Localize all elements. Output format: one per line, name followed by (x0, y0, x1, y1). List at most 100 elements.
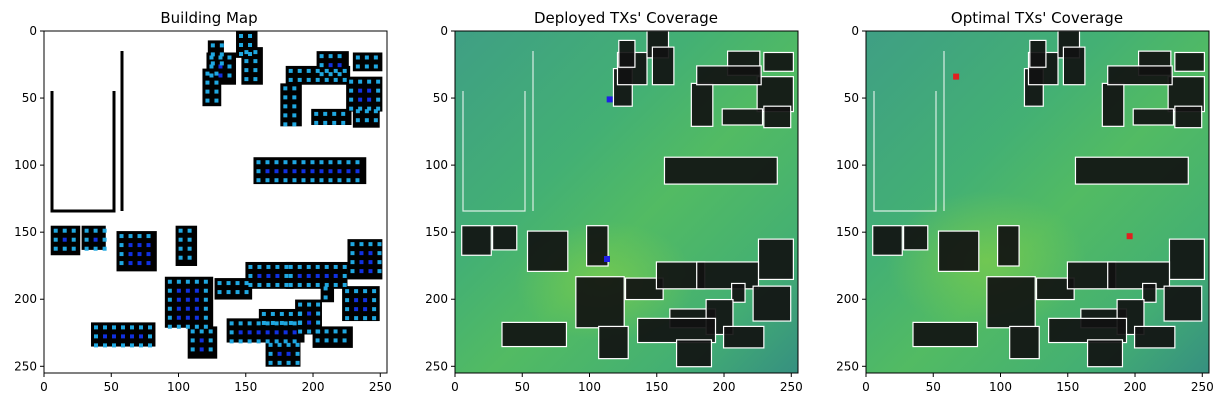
tx-candidate-point (324, 329, 329, 334)
tx-candidate-point (372, 289, 377, 294)
tx-candidate-point (292, 321, 297, 326)
building (598, 325, 629, 360)
tx-candidate-point (71, 246, 76, 251)
tx-candidate-point (253, 59, 258, 64)
tx-candidate-point (53, 246, 58, 251)
tx-candidate-point (111, 343, 116, 348)
tx-candidate-point (229, 330, 234, 335)
tx-candidate-point (277, 342, 282, 347)
building (462, 51, 534, 212)
tx-candidate-point (248, 264, 253, 269)
building (461, 225, 492, 256)
tx-candidate-point (146, 234, 151, 239)
tx-candidate-point (332, 111, 337, 116)
tx-candidate-point (284, 282, 289, 287)
building (731, 282, 746, 303)
tx-candidate-point (277, 360, 282, 365)
tx-candidate-point (205, 98, 210, 103)
tx-candidate-point (194, 324, 199, 329)
tx-candidate-point (333, 264, 338, 269)
tx-candidate-point (283, 321, 288, 326)
tx-candidate-point (270, 311, 275, 316)
tx-candidate-point (324, 264, 329, 269)
plot-frame (865, 30, 1210, 374)
panel-title: Optimal TXs' Coverage (951, 9, 1123, 27)
tx-candidate-point (346, 169, 351, 174)
tx-candidate-point (337, 72, 342, 77)
tx-candidate-point (316, 302, 321, 307)
tx-candidate-point (342, 77, 347, 82)
x-tick-label: 50 (104, 380, 119, 394)
tx-candidate-point (274, 321, 279, 326)
tx-candidate-point (350, 269, 355, 274)
tx-candidate-point (226, 290, 231, 295)
tx-candidate-point (214, 98, 219, 103)
tx-candidate-point (292, 160, 297, 165)
tx-candidate-point (358, 79, 363, 84)
coverage-hotspot (886, 191, 1086, 331)
tx-candidate-point (310, 178, 315, 183)
tx-candidate-point (147, 334, 152, 339)
tx-candidate-point (286, 360, 291, 365)
tx-candidate-point (194, 297, 199, 302)
tx-candidate-point (333, 68, 338, 73)
tx-candidate-point (93, 343, 98, 348)
panel-title: Building Map (160, 9, 257, 27)
y-tick-label: 100 (836, 158, 859, 172)
tx-candidate-point (301, 160, 306, 165)
tx-candidate-point (119, 243, 124, 248)
x-tick-label: 150 (645, 380, 668, 394)
building-layer (461, 30, 794, 368)
tx-candidate-point (324, 338, 329, 343)
tx-candidate-point (341, 111, 346, 116)
tx-candidate-point (187, 246, 192, 251)
tx-candidate-point (337, 160, 342, 165)
tx-candidate-point (185, 315, 190, 320)
tx-candidate-point (167, 279, 172, 284)
tx-candidate-point (185, 279, 190, 284)
building (937, 230, 980, 272)
tx-candidate-point (167, 315, 172, 320)
tx-candidate-point (247, 321, 252, 326)
tx-candidate-point (244, 50, 249, 55)
y-tick-label: 150 (836, 225, 859, 239)
building (752, 285, 792, 322)
tx-candidate-point (297, 77, 302, 82)
tx-candidate-point (275, 264, 280, 269)
tx-candidate-point (359, 242, 364, 247)
tx-candidate-point (324, 68, 329, 73)
building (1074, 156, 1189, 185)
tx-candidate-point (288, 77, 293, 82)
y-tick-label: 50 (22, 91, 37, 105)
tx-candidate-point (376, 79, 381, 84)
tx-candidate-point (199, 329, 204, 334)
plot-area (43, 30, 388, 374)
tx-candidate-point (315, 282, 320, 287)
tx-candidate-point (256, 339, 261, 344)
tx-candidate-point (238, 339, 243, 344)
tx-candidate-point (359, 260, 364, 265)
tx-candidate-point (292, 330, 297, 335)
tx-candidate-point (363, 289, 368, 294)
tx-candidate-point (128, 234, 133, 239)
tx-candidate-point (319, 169, 324, 174)
tx-candidate-point (355, 55, 360, 60)
tx-candidate-point (102, 237, 107, 242)
tx-candidate-point (342, 338, 347, 343)
y-tick-label: 250 (425, 359, 448, 373)
x-tick-label: 250 (1191, 380, 1214, 394)
tx-candidate-point (187, 255, 192, 260)
tx-candidate-point (363, 316, 368, 321)
y-tick-label: 150 (14, 225, 37, 239)
tx-candidate-point (295, 360, 300, 365)
tx-candidate-point (84, 237, 89, 242)
tx-candidate-point (244, 59, 249, 64)
x-axis: 0 50 100 150 200 250 (40, 373, 392, 394)
tx-candidate-point (316, 311, 321, 316)
tx-candidate-point (205, 80, 210, 85)
y-tick-label: 0 (851, 24, 859, 38)
tx-candidate-point (185, 306, 190, 311)
tx-candidate-point (93, 334, 98, 339)
x-tick-label: 200 (1124, 380, 1147, 394)
tx-candidate-point (292, 169, 297, 174)
